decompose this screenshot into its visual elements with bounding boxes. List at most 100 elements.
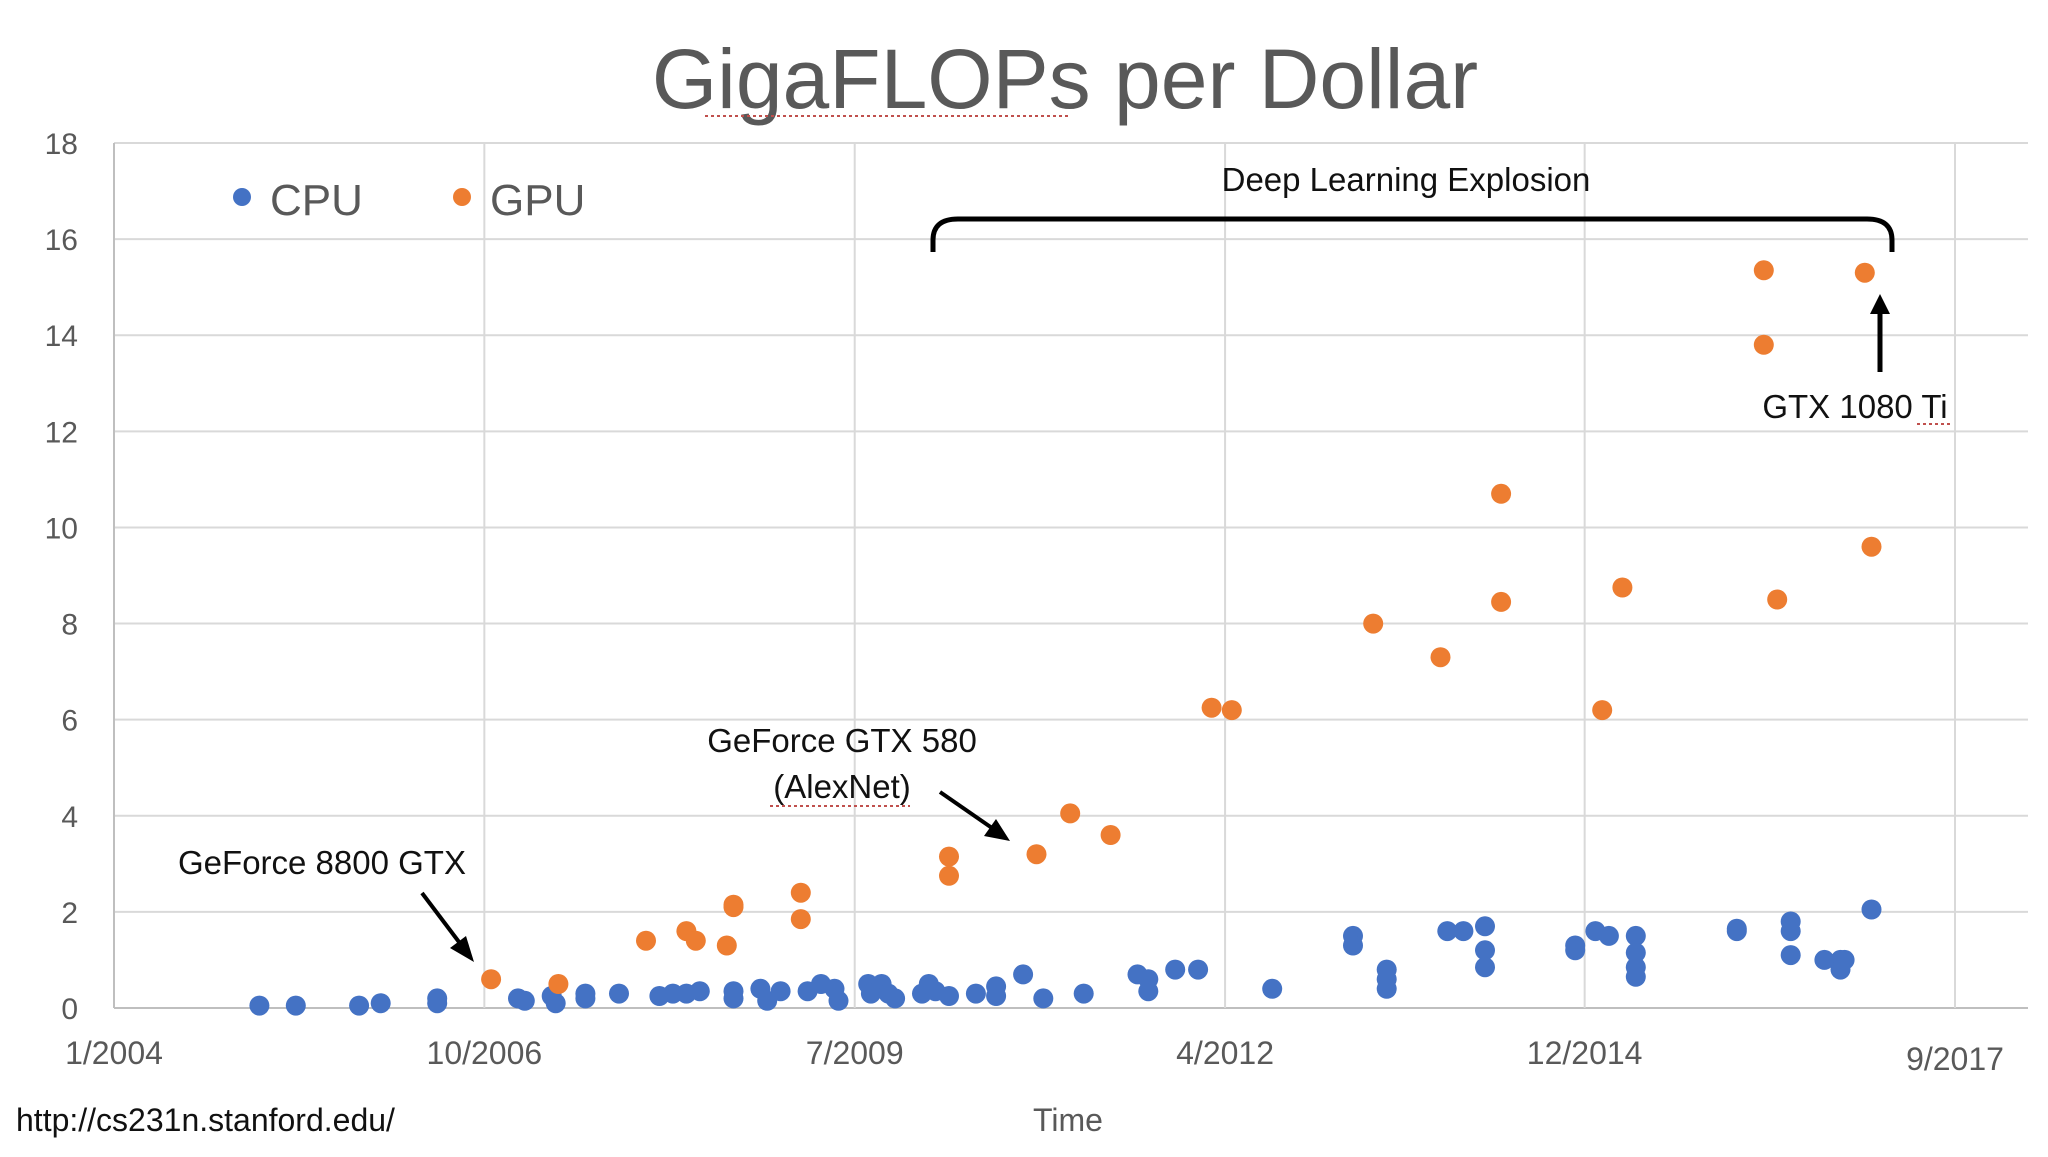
cpu-point: [1781, 945, 1801, 965]
cpu-point: [1033, 988, 1053, 1008]
x-axis-title: Time: [1033, 1102, 1103, 1138]
cpu-point: [1377, 979, 1397, 999]
cpu-point: [966, 984, 986, 1004]
legend-gpu-marker: [453, 188, 471, 206]
scatter-chart: GigaFLOPs per Dollar 024681012141618 1/2…: [0, 0, 2048, 1152]
y-tick-label: 10: [45, 512, 78, 545]
cpu-point: [1862, 900, 1882, 920]
cpu-point: [885, 988, 905, 1008]
gpu-point: [939, 847, 959, 867]
chart-title: GigaFLOPs per Dollar: [652, 32, 1478, 126]
gtx8800-arrowhead: [450, 936, 474, 962]
y-tick-label: 8: [61, 609, 78, 642]
cpu-point: [1626, 967, 1646, 987]
y-tick-label: 12: [45, 416, 78, 449]
x-tick-label: 4/2012: [1176, 1035, 1274, 1071]
cpu-point: [371, 993, 391, 1013]
cpu-point: [724, 981, 744, 1001]
cpu-point: [939, 986, 959, 1006]
cpu-point: [986, 976, 1006, 996]
gpu-point: [1222, 700, 1242, 720]
y-tick-label: 18: [45, 128, 78, 161]
y-axis-ticks: 024681012141618: [45, 128, 78, 1026]
x-tick-label: 7/2009: [806, 1035, 904, 1071]
cpu-point: [427, 988, 447, 1008]
gpu-point: [939, 866, 959, 886]
gtx1080-annotation: GTX 1080 Ti: [1762, 294, 1952, 425]
cpu-point: [1138, 981, 1158, 1001]
data-points: [249, 260, 1881, 1015]
cpu-point: [1188, 960, 1208, 980]
bracket-label: Deep Learning Explosion: [1222, 161, 1591, 198]
x-axis-ticks: 1/2004 10/2006 7/2009 4/2012 12/2014 9/2017: [65, 1035, 2004, 1077]
cpu-point: [1475, 916, 1495, 936]
gpu-point: [1862, 537, 1882, 557]
cpu-point: [609, 984, 629, 1004]
cpu-point: [1727, 919, 1747, 939]
bracket-line: [933, 219, 1892, 252]
gpu-point: [1363, 614, 1383, 634]
cpu-point: [861, 984, 881, 1004]
y-tick-label: 4: [61, 801, 78, 834]
gpu-point: [686, 931, 706, 951]
cpu-point: [771, 981, 791, 1001]
gpu-point: [1754, 260, 1774, 280]
cpu-point: [1074, 984, 1094, 1004]
x-tick-label: 12/2014: [1527, 1035, 1643, 1071]
gtx8800-annotation: GeForce 8800 GTX: [178, 844, 474, 962]
gpu-point: [724, 897, 744, 917]
gpu-point: [1060, 803, 1080, 823]
legend: CPU GPU: [233, 176, 585, 225]
legend-gpu-label: GPU: [490, 176, 585, 225]
legend-cpu-label: CPU: [270, 176, 363, 225]
cpu-point: [1475, 957, 1495, 977]
legend-cpu-marker: [233, 188, 251, 206]
x-tick-label: 10/2006: [427, 1035, 543, 1071]
cpu-point: [1165, 960, 1185, 980]
gpu-point: [791, 883, 811, 903]
cpu-point: [575, 988, 595, 1008]
cpu-point: [1013, 964, 1033, 984]
gpu-point: [1202, 698, 1222, 718]
gpu-point: [1431, 647, 1451, 667]
cpu-point: [1343, 936, 1363, 956]
cpu-point: [1453, 921, 1473, 941]
cpu-point: [249, 996, 269, 1016]
gpu-point: [1612, 578, 1632, 598]
cpu-point: [829, 991, 849, 1011]
cpu-point: [1262, 979, 1282, 999]
cpu-point: [349, 996, 369, 1016]
gpu-point: [1491, 484, 1511, 504]
gtx1080-arrowhead: [1870, 294, 1890, 314]
gtx580-arrow-line: [940, 792, 992, 828]
gpu-point: [1491, 592, 1511, 612]
gpu-point: [1027, 844, 1047, 864]
cpu-point: [1781, 921, 1801, 941]
gtx580-arrowhead: [984, 819, 1010, 841]
cpu-point: [690, 981, 710, 1001]
gpu-point: [1754, 335, 1774, 355]
gpu-point: [1101, 825, 1121, 845]
gpu-point: [548, 974, 568, 994]
x-tick-label: 1/2004: [65, 1035, 163, 1071]
gpu-point: [1767, 590, 1787, 610]
gtx580-label-line1: GeForce GTX 580: [707, 722, 977, 759]
gpu-point: [717, 936, 737, 956]
cpu-point: [546, 993, 566, 1013]
gpu-point: [481, 969, 501, 989]
y-tick-label: 6: [61, 705, 78, 738]
cpu-point: [286, 996, 306, 1016]
gtx580-label-line2: (AlexNet): [773, 768, 911, 805]
gtx1080-label: GTX 1080 Ti: [1762, 388, 1947, 425]
gpu-point: [1855, 263, 1875, 283]
y-tick-label: 0: [61, 993, 78, 1026]
gtx8800-label: GeForce 8800 GTX: [178, 844, 466, 881]
y-tick-label: 2: [61, 897, 78, 930]
gpu-point: [791, 909, 811, 929]
y-tick-label: 16: [45, 224, 78, 257]
x-tick-label: 9/2017: [1906, 1041, 2004, 1077]
source-url: http://cs231n.stanford.edu/: [16, 1102, 395, 1138]
gtx8800-arrow-line: [422, 893, 462, 946]
gpu-point: [1592, 700, 1612, 720]
gpu-point: [636, 931, 656, 951]
